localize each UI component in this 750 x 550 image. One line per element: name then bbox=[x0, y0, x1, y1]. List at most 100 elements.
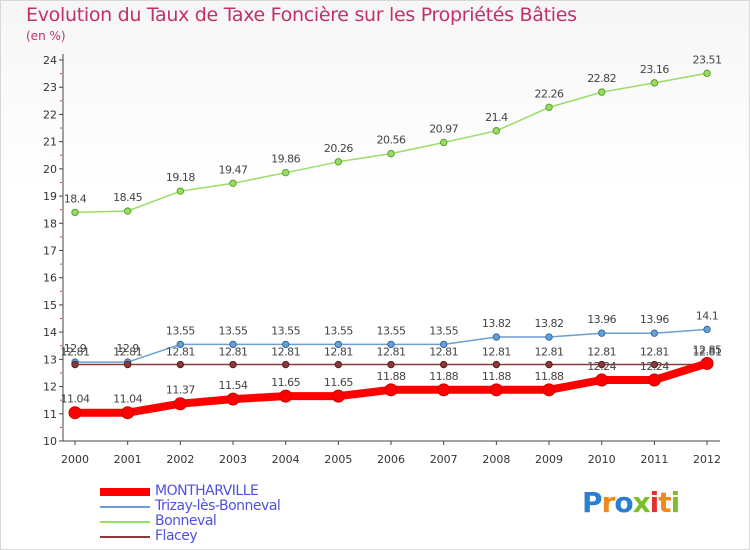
logo-letter: i bbox=[649, 486, 660, 519]
legend-item-montharville[interactable]: MONTHARVILLE bbox=[100, 483, 400, 499]
data-point bbox=[331, 389, 345, 403]
data-point bbox=[439, 138, 448, 147]
x-tick-label: 2007 bbox=[430, 453, 458, 466]
data-point bbox=[647, 373, 661, 387]
data-label: 12.81 bbox=[219, 346, 248, 359]
legend-swatch bbox=[100, 520, 150, 523]
y-tick-label: 19 bbox=[43, 190, 57, 203]
data-label: 12.81 bbox=[693, 346, 722, 359]
data-point bbox=[334, 158, 343, 166]
y-tick-label: 20 bbox=[43, 163, 57, 176]
x-tick-label: 2001 bbox=[114, 453, 142, 466]
data-point bbox=[281, 360, 290, 369]
y-tick-label: 17 bbox=[43, 245, 57, 258]
legend-swatch bbox=[100, 505, 150, 508]
data-point bbox=[334, 360, 343, 369]
data-point bbox=[173, 397, 187, 411]
data-label: 13.55 bbox=[324, 324, 353, 337]
data-point bbox=[384, 383, 398, 397]
data-point bbox=[439, 360, 448, 369]
data-point bbox=[123, 207, 132, 215]
legend-label: Trizay-lès-Bonneval bbox=[155, 498, 281, 514]
data-point bbox=[71, 360, 79, 369]
data-point bbox=[387, 149, 395, 158]
data-point bbox=[68, 406, 82, 420]
x-tick-label: 2006 bbox=[377, 453, 405, 466]
data-label: 19.86 bbox=[271, 153, 300, 166]
x-tick-label: 2011 bbox=[640, 453, 668, 466]
data-point bbox=[229, 360, 237, 369]
data-label: 22.26 bbox=[535, 87, 564, 100]
legend-item-bonneval[interactable]: Bonneval bbox=[100, 513, 400, 529]
legend-item-flacey[interactable]: Flacey bbox=[100, 528, 400, 544]
y-tick-label: 18 bbox=[43, 217, 57, 230]
legend-label: MONTHARVILLE bbox=[155, 483, 259, 499]
data-point bbox=[703, 325, 711, 334]
data-label: 13.96 bbox=[587, 313, 616, 326]
y-tick-label: 23 bbox=[43, 81, 57, 94]
data-label: 20.26 bbox=[324, 142, 353, 155]
data-point bbox=[176, 360, 185, 369]
data-point bbox=[279, 389, 293, 403]
legend-swatch bbox=[100, 535, 150, 538]
data-point bbox=[650, 79, 659, 87]
data-label: 12.24 bbox=[587, 360, 616, 373]
data-label: 12.24 bbox=[640, 360, 669, 373]
data-label: 12.9 bbox=[116, 342, 139, 355]
data-point bbox=[334, 340, 343, 349]
x-tick-label: 2000 bbox=[61, 453, 89, 466]
y-tick-label: 10 bbox=[43, 435, 57, 448]
data-label: 13.55 bbox=[271, 324, 300, 337]
x-tick-label: 2004 bbox=[272, 453, 300, 466]
data-point bbox=[439, 340, 448, 349]
data-point bbox=[281, 168, 290, 177]
data-point bbox=[489, 383, 503, 397]
data-label: 23.16 bbox=[640, 63, 669, 76]
data-label: 13.55 bbox=[429, 324, 458, 337]
y-tick-label: 21 bbox=[43, 136, 57, 149]
data-point bbox=[121, 406, 135, 420]
y-tick-label: 11 bbox=[43, 408, 57, 421]
data-label: 12.81 bbox=[377, 346, 406, 359]
y-tick-label: 15 bbox=[43, 299, 57, 312]
data-point bbox=[437, 383, 451, 397]
legend-label: Bonneval bbox=[155, 513, 217, 529]
data-point bbox=[492, 360, 501, 369]
data-label: 13.82 bbox=[482, 317, 511, 330]
data-point bbox=[229, 179, 237, 187]
data-label: 11.65 bbox=[271, 376, 300, 389]
data-label: 20.56 bbox=[377, 134, 406, 147]
x-tick-label: 2003 bbox=[219, 453, 247, 466]
legend: MONTHARVILLE Trizay-lès-Bonneval Bonneva… bbox=[100, 483, 400, 544]
y-tick-label: 14 bbox=[43, 326, 57, 339]
data-point bbox=[650, 360, 659, 369]
x-tick-label: 2005 bbox=[324, 453, 352, 466]
y-tick-label: 24 bbox=[43, 54, 57, 67]
data-label: 23.51 bbox=[693, 53, 722, 66]
data-label: 11.88 bbox=[429, 370, 458, 383]
data-label: 19.18 bbox=[166, 171, 195, 184]
data-label: 11.65 bbox=[324, 376, 353, 389]
data-label: 12.9 bbox=[64, 342, 87, 355]
data-point bbox=[598, 329, 606, 337]
data-point bbox=[545, 360, 553, 369]
data-label: 13.55 bbox=[377, 324, 406, 337]
data-label: 11.88 bbox=[377, 370, 406, 383]
data-point bbox=[71, 208, 79, 217]
data-label: 20.97 bbox=[429, 122, 458, 135]
x-tick-label: 2008 bbox=[482, 453, 510, 466]
logo-letter: i bbox=[670, 486, 681, 519]
data-point bbox=[703, 69, 711, 78]
data-label: 11.04 bbox=[113, 393, 142, 406]
legend-label: Flacey bbox=[155, 528, 198, 544]
x-tick-label: 2009 bbox=[535, 453, 563, 466]
legend-item-trizay[interactable]: Trizay-lès-Bonneval bbox=[100, 498, 400, 514]
y-tick-label: 12 bbox=[43, 381, 57, 394]
data-label: 13.55 bbox=[219, 324, 248, 337]
data-label: 12.81 bbox=[271, 346, 300, 359]
data-point bbox=[226, 392, 240, 406]
data-label: 13.55 bbox=[166, 324, 195, 337]
logo-letter: r bbox=[601, 486, 616, 519]
